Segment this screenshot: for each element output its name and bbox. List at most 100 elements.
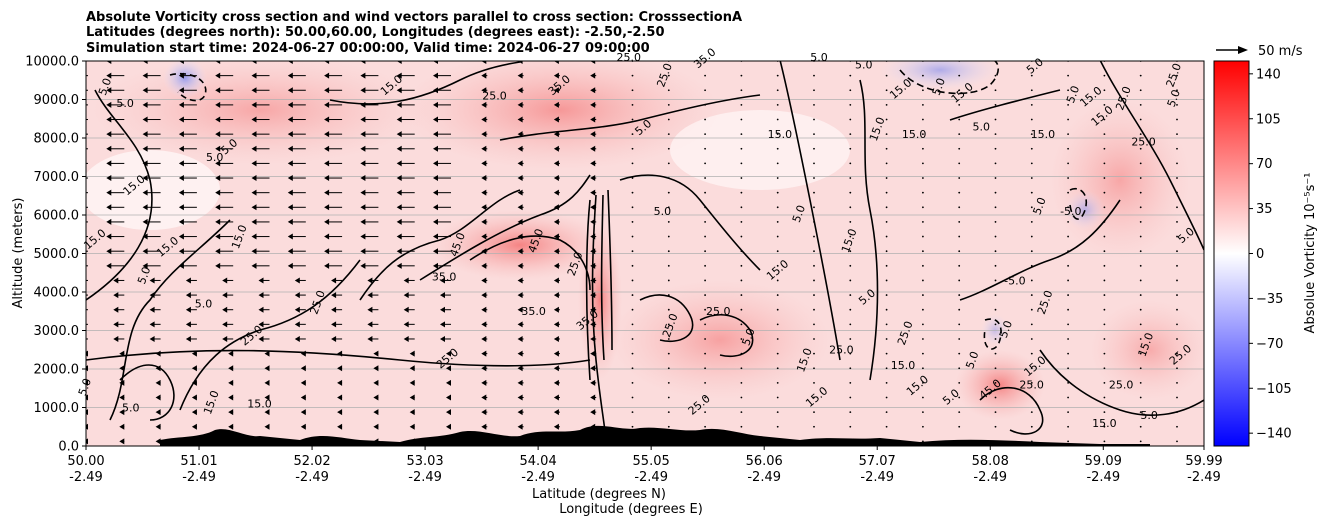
wind-arrow-head — [517, 175, 523, 182]
wind-arrow-dot — [704, 338, 706, 340]
wind-arrow-head — [178, 204, 184, 211]
wind-arrow-head — [481, 409, 487, 416]
wind-arrow-head — [481, 365, 487, 372]
wind-arrow-head — [403, 321, 409, 328]
wind-arrow-head — [590, 262, 596, 269]
wind-arrow-dot — [704, 206, 706, 209]
wind-arrow-dot — [1176, 221, 1178, 223]
wind-arrow-head — [590, 321, 596, 328]
wind-arrow-head — [517, 218, 523, 225]
wind-arrow-dot — [740, 425, 743, 428]
wind-arrow-dot — [922, 425, 924, 428]
wind-arrow-head — [360, 189, 366, 196]
wind-arrow-head — [178, 131, 184, 138]
wind-arrow-head — [331, 335, 337, 342]
wind-arrow-head — [142, 101, 148, 108]
wind-arrow-head — [191, 365, 197, 372]
wind-arrow-head — [360, 218, 366, 225]
wind-arrow-dot — [994, 396, 997, 399]
wind-arrow-head — [367, 335, 373, 342]
wind-arrow-head — [360, 175, 366, 182]
wind-arrow-head — [440, 292, 445, 299]
wind-arrow-dot — [1067, 381, 1069, 384]
wind-arrow-head — [178, 145, 184, 152]
wind-arrow-dot — [1103, 381, 1106, 384]
wind-arrow-dot — [885, 133, 888, 136]
colorbar-tick-label: −70 — [1256, 337, 1283, 352]
x-tick-label-latitude: 50.00 — [67, 454, 104, 469]
wind-arrow-head — [590, 365, 596, 372]
wind-arrow-dot — [776, 250, 779, 253]
wind-arrow-dot — [1139, 89, 1142, 92]
wind-arrow-dot — [776, 162, 779, 165]
wind-arrow-head — [222, 306, 228, 313]
wind-arrow-head — [481, 72, 487, 79]
wind-arrow-head — [590, 292, 596, 299]
wind-arrow-head — [433, 175, 438, 182]
wind-arrow-dot — [1067, 308, 1069, 311]
wind-arrow-head — [360, 160, 366, 167]
wind-arrow-dot — [740, 118, 743, 121]
wind-arrow-dot — [740, 323, 743, 326]
wind-arrow-dot — [994, 323, 997, 326]
wind-arrow-head — [287, 218, 293, 225]
wind-arrow-head — [481, 204, 487, 211]
wind-arrow-dot — [667, 425, 670, 428]
wind-arrow-dot — [667, 133, 670, 136]
wind-arrow-dot — [667, 221, 670, 223]
wind-arrow-dot — [1139, 294, 1142, 296]
wind-arrow-head — [553, 262, 559, 269]
wind-arrow-dot — [1067, 367, 1069, 370]
wind-arrow-head — [481, 379, 487, 386]
wind-arrow-dot — [885, 147, 888, 150]
wind-arrow-head — [191, 379, 197, 386]
contour-label: 5.0 — [206, 151, 224, 164]
contour-label: 25.0 — [1019, 378, 1044, 391]
wind-arrow-head — [178, 160, 184, 167]
wind-arrow-head — [215, 204, 221, 211]
colorbar-tick-label: 35 — [1256, 202, 1273, 217]
wind-arrow-head — [324, 72, 330, 79]
wind-arrow-head — [517, 350, 523, 357]
wind-arrow-dot — [849, 425, 852, 428]
wind-arrow-head — [367, 306, 373, 313]
wind-arrow-dot — [1067, 206, 1069, 209]
wind-arrow-head — [149, 335, 155, 342]
wind-arrow-head — [287, 160, 293, 167]
wind-arrow-dot — [813, 133, 815, 136]
wind-arrow-dot — [813, 89, 815, 92]
wind-arrow-dot — [885, 396, 888, 399]
wind-arrow-head — [287, 248, 293, 255]
wind-arrow-head — [324, 233, 330, 240]
wind-arrow-dot — [994, 221, 997, 223]
wind-arrow-dot — [667, 177, 670, 179]
x-tick-label-longitude: -2.49 — [521, 470, 555, 485]
wind-arrow-dot — [776, 89, 779, 92]
wind-arrow-dot — [631, 411, 634, 414]
wind-arrow-dot — [1067, 396, 1069, 399]
wind-arrow-head — [264, 394, 270, 401]
wind-arrow-head — [178, 61, 184, 64]
wind-arrow-dot — [849, 235, 852, 238]
wind-arrow-dot — [776, 235, 779, 238]
wind-arrow-dot — [740, 396, 743, 399]
wind-arrow-dot — [849, 147, 852, 150]
wind-arrow-dot — [631, 250, 634, 253]
wind-arrow-head — [191, 350, 197, 357]
wind-arrow-dot — [776, 177, 779, 179]
wind-arrow-dot — [1103, 206, 1106, 209]
contour-label: 5.0 — [195, 297, 213, 310]
wind-arrow-dot — [740, 264, 743, 267]
wind-arrow-head — [590, 189, 596, 196]
wind-arrow-head — [481, 61, 487, 64]
wind-arrow-dot — [740, 147, 743, 150]
contour-label: -5.0 — [1060, 205, 1081, 218]
wind-arrow-dot — [667, 381, 670, 384]
wind-arrow-dot — [740, 206, 743, 209]
wind-arrow-dot — [958, 221, 961, 223]
wind-arrow-dot — [740, 162, 743, 165]
wind-arrow-head — [396, 61, 402, 64]
wind-arrow-dot — [813, 367, 815, 370]
wind-arrow-dot — [813, 250, 815, 253]
wind-arrow-head — [149, 321, 155, 328]
